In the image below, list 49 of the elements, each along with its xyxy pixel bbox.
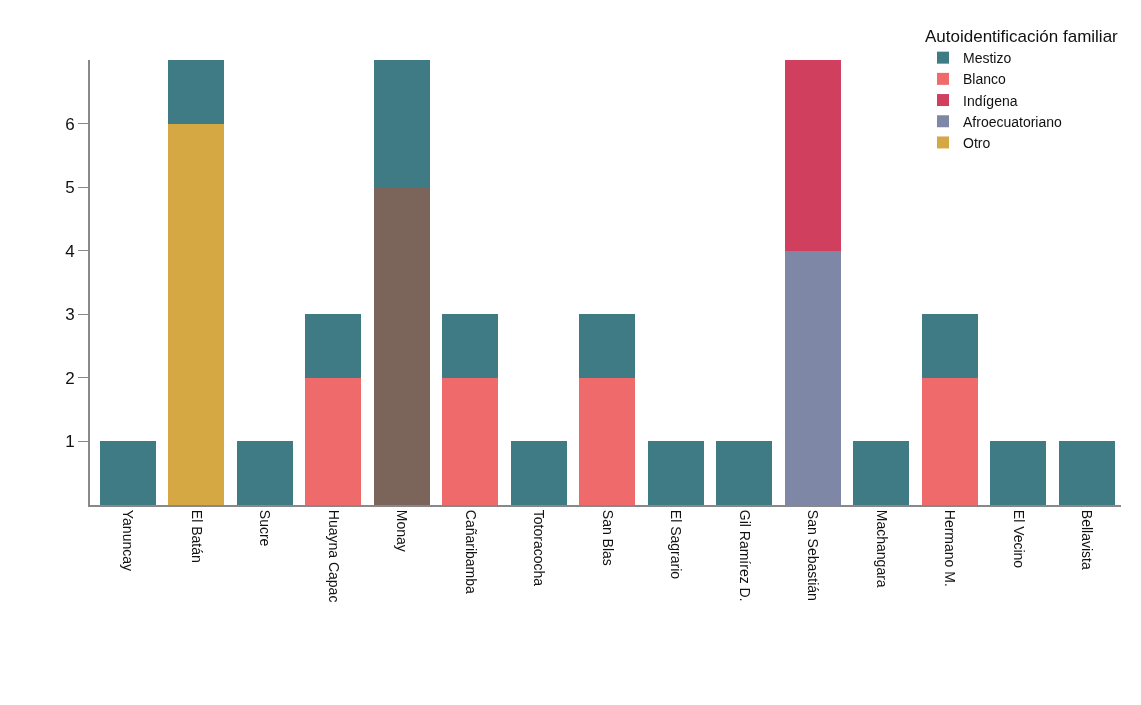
- bar: [510, 441, 567, 505]
- y-tick-label: 3: [65, 305, 75, 325]
- y-tick-label: 6: [65, 114, 75, 134]
- bar: [442, 377, 499, 505]
- legend-label: Indígena: [963, 92, 1018, 109]
- bar: [647, 441, 704, 505]
- bar: [99, 441, 156, 505]
- x-tick-label: El Vecino: [1010, 509, 1027, 569]
- bar: [921, 377, 978, 505]
- x-tick-label: El Sagrario: [668, 509, 685, 580]
- bar: [784, 60, 841, 251]
- bar: [716, 441, 773, 505]
- bar: [784, 250, 841, 505]
- legend-label: Otro: [963, 134, 991, 151]
- x-tick-label: Gil Ramírez D.: [736, 509, 753, 602]
- y-tick-label: 2: [65, 368, 75, 388]
- bar: [1058, 441, 1115, 505]
- y-tick-label: 4: [65, 241, 75, 261]
- legend-label: Afroecuatoriano: [963, 113, 1063, 130]
- y-tick-label: 1: [65, 432, 75, 452]
- bar: [236, 441, 293, 505]
- bar: [921, 314, 978, 378]
- bar: [305, 314, 362, 378]
- bar: [305, 377, 362, 505]
- y-tick-label: 5: [65, 178, 75, 198]
- bar: [579, 314, 636, 378]
- x-tick-label: Sucre: [257, 509, 274, 547]
- bar: [168, 123, 225, 505]
- x-tick-label: Yanuncay: [120, 509, 137, 572]
- x-tick-label: Bellavista: [1079, 509, 1096, 570]
- x-tick-label: Machangara: [873, 509, 890, 588]
- x-tick-label: San Sebastián: [805, 509, 822, 601]
- legend-label: Blanco: [963, 71, 1007, 88]
- bar: [373, 60, 430, 188]
- x-tick-label: Huayna Capac: [325, 509, 342, 603]
- bar: [990, 441, 1047, 505]
- x-tick-label: San Blas: [599, 509, 616, 566]
- bar: [853, 441, 910, 505]
- x-tick-label: El Batán: [188, 509, 205, 563]
- x-tick-label: Totoracocha: [531, 509, 548, 587]
- bar: [168, 60, 225, 124]
- legend-label: Mestizo: [963, 50, 1012, 67]
- x-tick-label: Cañaribamba: [462, 509, 479, 595]
- legend-title: Autoidentificación familiar: [925, 27, 1119, 47]
- bar: [442, 314, 499, 378]
- x-tick-label: Monay: [394, 509, 411, 552]
- x-tick-label: Hermano M.: [942, 509, 959, 587]
- bar: [373, 187, 430, 505]
- bar: [579, 377, 636, 505]
